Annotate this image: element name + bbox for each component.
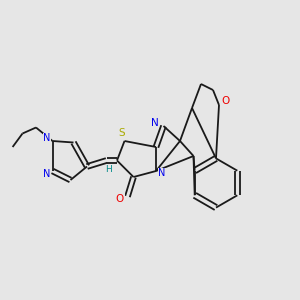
Text: H: H	[105, 165, 111, 174]
Text: N: N	[151, 118, 159, 128]
Text: N: N	[44, 169, 51, 179]
Text: S: S	[118, 128, 125, 138]
Text: N: N	[44, 133, 51, 143]
Text: N: N	[158, 168, 166, 178]
Text: O: O	[221, 96, 230, 106]
Text: O: O	[116, 194, 124, 204]
